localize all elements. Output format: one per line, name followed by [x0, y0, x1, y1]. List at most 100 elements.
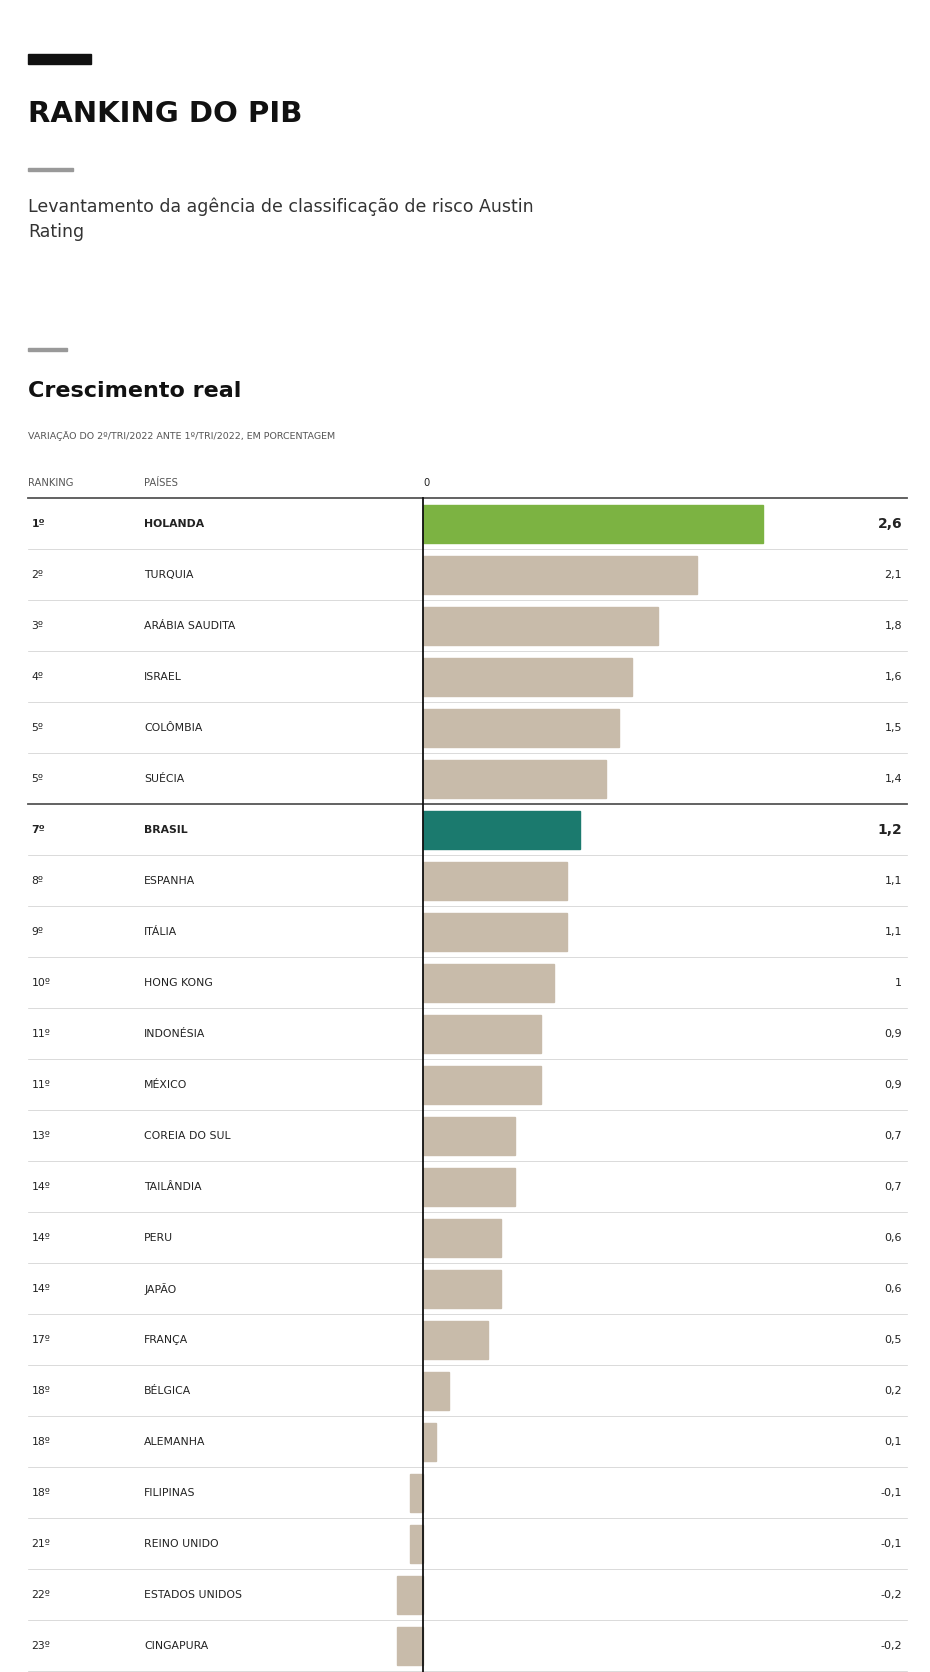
Text: RANKING: RANKING — [28, 478, 73, 488]
Text: 0,7: 0,7 — [884, 1130, 902, 1140]
Text: BRASIL: BRASIL — [144, 824, 188, 834]
Text: 21º: 21º — [32, 1538, 50, 1548]
Text: ARÁBIA SAUDITA: ARÁBIA SAUDITA — [144, 620, 235, 630]
Bar — [423, 657, 632, 696]
Text: 13º: 13º — [32, 1130, 50, 1140]
Bar — [423, 1423, 436, 1461]
Text: JAPÃO: JAPÃO — [144, 1282, 177, 1294]
Bar — [397, 1575, 423, 1613]
Text: 1,1: 1,1 — [884, 876, 902, 886]
Text: 0,2: 0,2 — [884, 1386, 902, 1396]
Text: 10º: 10º — [32, 978, 50, 988]
Text: Levantamento da agência de classificação de risco Austin
Rating: Levantamento da agência de classificação… — [28, 197, 534, 241]
Bar — [28, 348, 67, 351]
Bar — [423, 607, 658, 645]
Text: INDONÉSIA: INDONÉSIA — [144, 1028, 206, 1038]
Text: 8º: 8º — [32, 876, 44, 886]
Text: 14º: 14º — [32, 1232, 50, 1242]
Bar — [423, 555, 698, 594]
Text: 0,5: 0,5 — [884, 1334, 902, 1344]
Bar — [423, 1015, 540, 1053]
Text: 18º: 18º — [32, 1386, 50, 1396]
Text: PERU: PERU — [144, 1232, 173, 1242]
Bar — [28, 55, 91, 64]
Bar — [397, 1627, 423, 1665]
Text: 0,7: 0,7 — [884, 1182, 902, 1192]
Text: 1: 1 — [895, 978, 902, 988]
Text: TAILÂNDIA: TAILÂNDIA — [144, 1182, 202, 1192]
Text: 0,6: 0,6 — [884, 1232, 902, 1242]
Text: 0,1: 0,1 — [884, 1436, 902, 1446]
Text: 0,6: 0,6 — [884, 1284, 902, 1294]
Text: ISRAEL: ISRAEL — [144, 672, 182, 682]
Text: 5º: 5º — [32, 722, 44, 732]
Text: 2,6: 2,6 — [878, 517, 902, 530]
Text: ESPANHA: ESPANHA — [144, 876, 195, 886]
Text: 11º: 11º — [32, 1080, 50, 1090]
Text: 18º: 18º — [32, 1488, 50, 1498]
Text: 0: 0 — [423, 478, 430, 488]
Text: Crescimento real: Crescimento real — [28, 381, 241, 401]
Text: 1,2: 1,2 — [877, 823, 902, 836]
Text: COREIA DO SUL: COREIA DO SUL — [144, 1130, 231, 1140]
Text: -0,1: -0,1 — [881, 1538, 902, 1548]
Text: RANKING DO PIB: RANKING DO PIB — [28, 100, 302, 129]
Text: 14º: 14º — [32, 1284, 50, 1294]
Text: 7º: 7º — [32, 824, 46, 834]
Bar — [423, 1371, 449, 1409]
Bar — [423, 963, 553, 1002]
Text: 14º: 14º — [32, 1182, 50, 1192]
Text: 1,6: 1,6 — [884, 672, 902, 682]
Text: REINO UNIDO: REINO UNIDO — [144, 1538, 219, 1548]
Text: 23º: 23º — [32, 1640, 50, 1650]
Text: COLÔMBIA: COLÔMBIA — [144, 722, 203, 732]
Text: 11º: 11º — [32, 1028, 50, 1038]
Text: FRANÇA: FRANÇA — [144, 1334, 189, 1344]
Text: 17º: 17º — [32, 1334, 50, 1344]
Text: ITÁLIA: ITÁLIA — [144, 926, 178, 936]
Bar — [410, 1525, 423, 1563]
Text: 0,9: 0,9 — [884, 1080, 902, 1090]
Bar — [423, 861, 566, 900]
Text: 18º: 18º — [32, 1436, 50, 1446]
Text: 1,4: 1,4 — [884, 774, 902, 784]
Bar — [423, 1065, 540, 1104]
Text: 9º: 9º — [32, 926, 44, 936]
Text: PAÍSES: PAÍSES — [144, 478, 178, 488]
Text: 4º: 4º — [32, 672, 44, 682]
Text: BÉLGICA: BÉLGICA — [144, 1386, 192, 1396]
Text: HOLANDA: HOLANDA — [144, 518, 205, 528]
Bar — [423, 1117, 514, 1155]
Text: 1,1: 1,1 — [884, 926, 902, 936]
Text: VARIAÇÃO DO 2º/TRI/2022 ANTE 1º/TRI/2022, EM PORCENTAGEM: VARIAÇÃO DO 2º/TRI/2022 ANTE 1º/TRI/2022… — [28, 431, 335, 441]
Text: 1,5: 1,5 — [884, 722, 902, 732]
Text: MÉXICO: MÉXICO — [144, 1080, 188, 1090]
Text: 3º: 3º — [32, 620, 44, 630]
Text: TURQUIA: TURQUIA — [144, 570, 193, 580]
Text: 1º: 1º — [32, 518, 46, 528]
Text: -0,2: -0,2 — [881, 1640, 902, 1650]
Text: ALEMANHA: ALEMANHA — [144, 1436, 206, 1446]
Bar — [423, 1167, 514, 1206]
Text: 1,8: 1,8 — [884, 620, 902, 630]
Bar — [423, 1269, 501, 1308]
Bar — [410, 1473, 423, 1511]
Text: -0,1: -0,1 — [881, 1488, 902, 1498]
Text: 0,9: 0,9 — [884, 1028, 902, 1038]
Text: 2,1: 2,1 — [884, 570, 902, 580]
Bar — [423, 1219, 501, 1257]
Bar — [423, 759, 606, 798]
Bar — [423, 505, 763, 543]
Bar — [423, 913, 566, 951]
Text: CINGAPURA: CINGAPURA — [144, 1640, 208, 1650]
Bar — [28, 167, 73, 171]
Text: HONG KONG: HONG KONG — [144, 978, 213, 988]
Text: 5º: 5º — [32, 774, 44, 784]
Text: SUÉCIA: SUÉCIA — [144, 774, 184, 784]
Text: -0,2: -0,2 — [881, 1590, 902, 1600]
Text: 2º: 2º — [32, 570, 44, 580]
Text: 22º: 22º — [32, 1590, 50, 1600]
Text: FILIPINAS: FILIPINAS — [144, 1488, 195, 1498]
Bar — [423, 1321, 488, 1359]
Bar — [423, 811, 579, 849]
